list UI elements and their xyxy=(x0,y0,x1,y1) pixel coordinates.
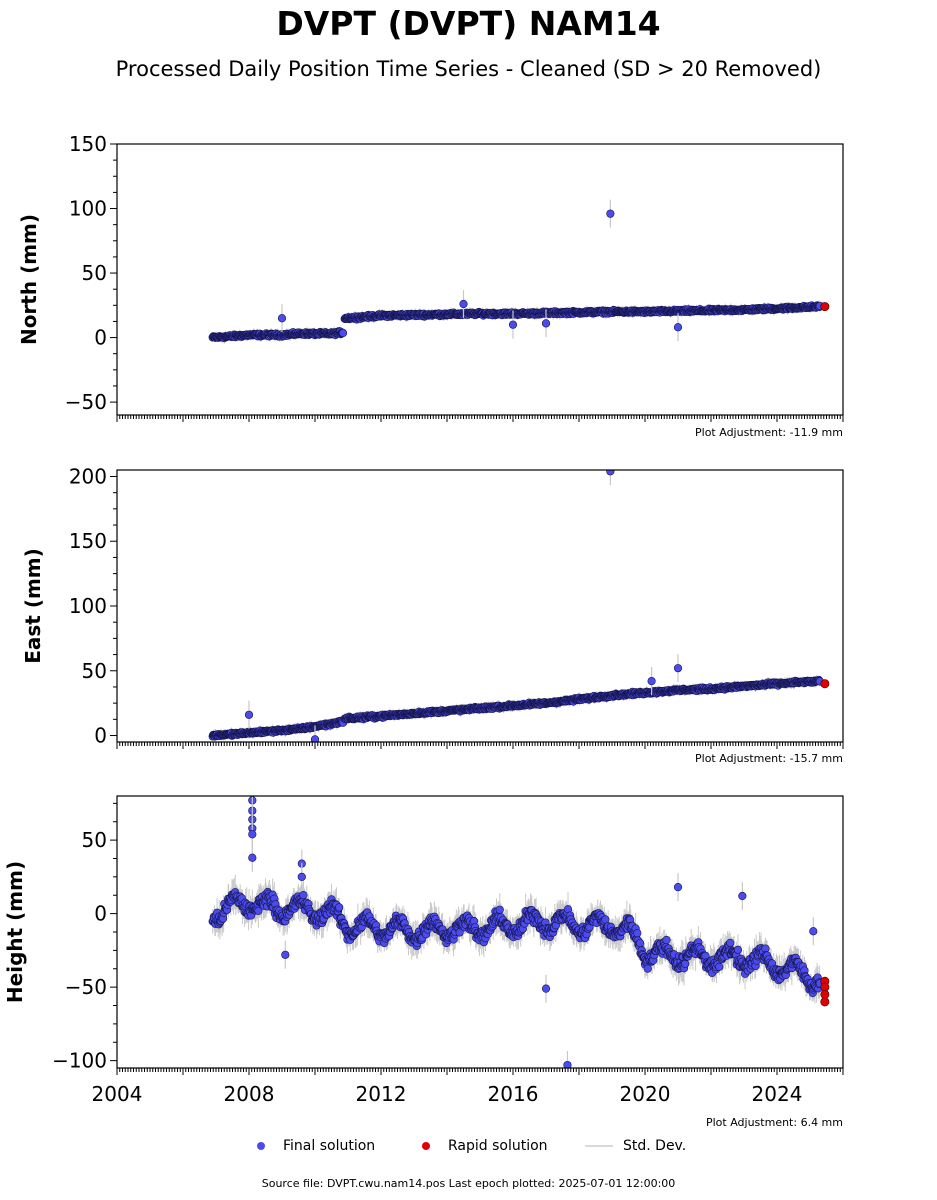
chart-subtitle: Processed Daily Position Time Series - C… xyxy=(115,57,822,81)
y-tick-label: 100 xyxy=(69,197,107,221)
y-tick-label: 50 xyxy=(82,261,107,285)
outlier-point xyxy=(647,677,656,686)
outlier-point xyxy=(277,314,287,323)
outlier-point xyxy=(606,209,615,218)
y-tick-label: 150 xyxy=(69,529,107,553)
y-tick-label: 50 xyxy=(82,659,107,683)
y-axis-label: North (mm) xyxy=(17,214,41,345)
time-series-plots: −50 0 50 100 150 North (mm) Plot Adjustment: -… xyxy=(3,132,844,1129)
outlier-point xyxy=(310,735,320,742)
outlier-point xyxy=(244,710,254,719)
plot-frame xyxy=(116,469,844,743)
final-solution-point xyxy=(338,328,348,338)
data-layer xyxy=(208,470,830,742)
outlier-point xyxy=(673,323,683,332)
y-tick-label: 150 xyxy=(69,132,107,156)
rapid-solution-point xyxy=(820,302,830,312)
outlier-point xyxy=(508,320,518,329)
panel-1: −50 0 50 100 150 North (mm) Plot Adjustment: -… xyxy=(17,132,844,439)
y-tick-label: −50 xyxy=(65,390,107,414)
y-tick-label: 200 xyxy=(69,464,107,488)
data-layer xyxy=(208,199,830,344)
outlier-point xyxy=(673,664,683,673)
plot-frame xyxy=(116,143,844,416)
outlier-point xyxy=(541,319,551,328)
y-tick-label: 0 xyxy=(94,326,107,350)
y-tick-label: 100 xyxy=(69,594,107,618)
y-tick-label: 0 xyxy=(94,724,107,748)
outlier-point xyxy=(606,470,615,476)
rapid-solution-point xyxy=(820,679,830,689)
chart-title: DVPT (DVPT) NAM14 xyxy=(276,4,661,43)
outlier-point xyxy=(459,299,468,309)
plot-adjustment-note: Plot Adjustment: -11.9 mm xyxy=(695,426,843,439)
